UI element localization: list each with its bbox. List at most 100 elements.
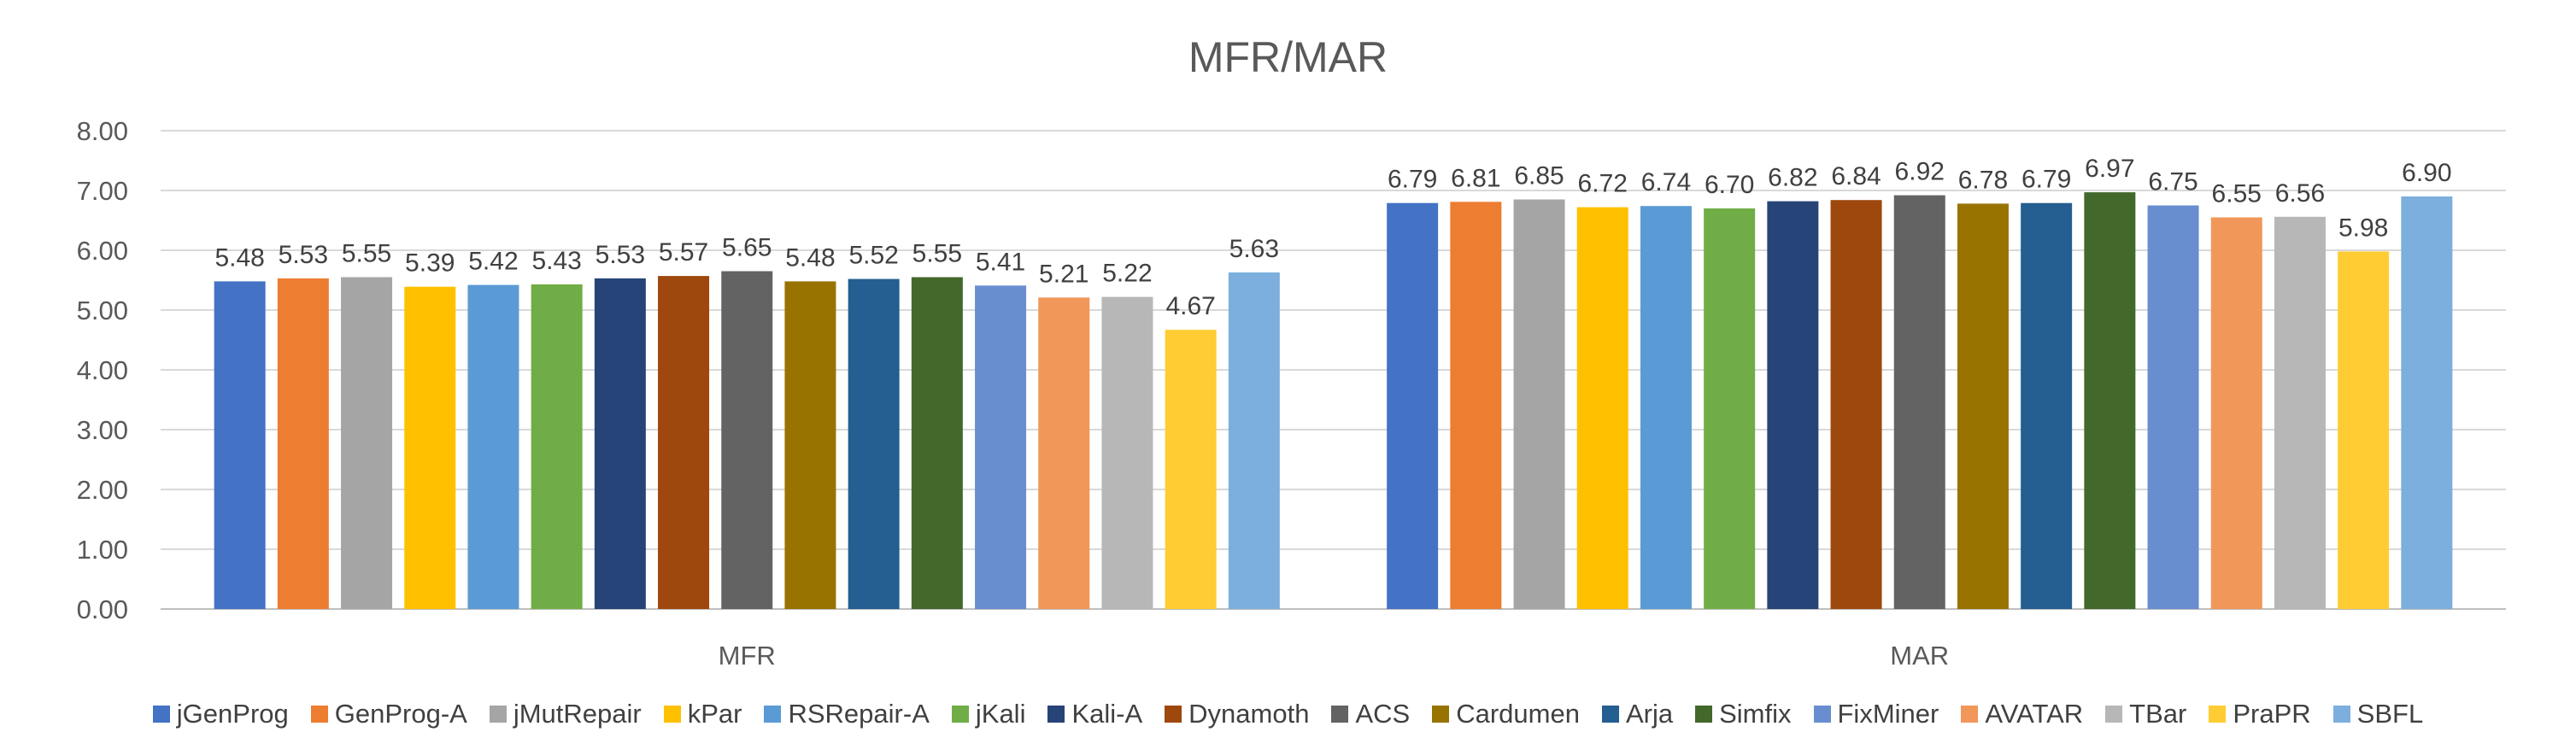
legend-swatch [764, 706, 782, 723]
legend-item: RSRepair-A [764, 699, 930, 729]
legend-label: TBar [2129, 699, 2187, 729]
bar [911, 277, 963, 609]
data-label: 6.82 [1768, 164, 1817, 192]
legend-item: GenProg-A [310, 699, 467, 729]
data-label: 5.21 [1039, 260, 1088, 288]
legend-swatch [951, 706, 969, 723]
data-label: 5.55 [342, 240, 391, 268]
data-label: 5.65 [722, 234, 772, 262]
legend-swatch [1813, 706, 1831, 723]
y-tick-label: 5.00 [77, 296, 128, 325]
legend-item: jMutRepair [489, 699, 642, 729]
legend-item: FixMiner [1813, 699, 1939, 729]
legend-swatch [2209, 706, 2227, 723]
legend-item: kPar [663, 699, 742, 729]
x-category-label: MAR [1890, 641, 1949, 671]
legend-item: ACS [1331, 699, 1410, 729]
data-label: 5.63 [1229, 235, 1279, 263]
bar [2274, 216, 2326, 610]
legend-label: Arja [1625, 699, 1674, 729]
data-label: 6.97 [2085, 155, 2134, 183]
data-label: 6.70 [1705, 171, 1754, 199]
data-label: 5.48 [214, 243, 264, 272]
data-label: 5.39 [405, 249, 455, 278]
bar [1767, 201, 1819, 609]
bar [2084, 192, 2136, 609]
legend-item: SBFL [2332, 699, 2424, 729]
bar [848, 278, 900, 609]
legend-item: Simfix [1695, 699, 1792, 729]
bar [1450, 202, 1502, 610]
legend-swatch [152, 706, 170, 723]
bar [658, 276, 710, 609]
bar [1957, 203, 2009, 609]
y-tick-label: 2.00 [77, 475, 128, 505]
y-tick-label: 1.00 [77, 535, 128, 565]
bar [1830, 200, 1882, 609]
data-label: 6.84 [1831, 162, 1881, 190]
legend-swatch [1695, 706, 1713, 723]
bar [2147, 205, 2199, 609]
data-label: 5.48 [785, 243, 835, 272]
data-label: 6.85 [1514, 162, 1564, 190]
bar [1640, 206, 1692, 609]
legend-swatch [1961, 706, 1979, 723]
bar [2210, 217, 2262, 609]
legend-label: PraPR [2233, 699, 2311, 729]
data-label: 5.22 [1102, 260, 1152, 288]
legend-label: RSRepair-A [788, 699, 930, 729]
legend-swatch [1601, 706, 1619, 723]
chart-title: MFR/MAR [1188, 33, 1388, 81]
bar [277, 278, 329, 609]
data-label: 6.55 [2212, 180, 2262, 208]
legend-item: PraPR [2209, 699, 2311, 729]
legend-label: Kali-A [1071, 699, 1143, 729]
bar [1893, 195, 1945, 609]
legend-label: FixMiner [1837, 699, 1939, 729]
legend-label: GenProg-A [334, 699, 467, 729]
bar [341, 277, 393, 609]
legend-swatch [310, 706, 328, 723]
data-label: 6.72 [1578, 170, 1628, 198]
data-label: 5.42 [468, 248, 518, 276]
plot-area: 0.00 1.00 2.00 3.00 4.00 5.00 6.00 7.00 8.00 5.48… [77, 116, 2506, 671]
bar [404, 286, 456, 609]
legend-label: jMutRepair [513, 699, 642, 729]
data-label: 5.53 [596, 241, 645, 269]
legend-label: AVATAR [1985, 699, 2084, 729]
data-label: 5.43 [531, 247, 581, 275]
bar [1704, 208, 1756, 609]
data-label: 5.53 [279, 241, 328, 269]
bar [214, 281, 266, 609]
bar [594, 278, 646, 609]
legend-label: SBFL [2356, 699, 2424, 729]
legend-swatch [489, 706, 507, 723]
legend-swatch [1432, 706, 1450, 723]
data-label: 6.56 [2275, 179, 2325, 208]
legend-item: Cardumen [1432, 699, 1580, 729]
bar [1513, 199, 1565, 609]
data-label: 5.52 [848, 242, 898, 270]
y-tick-label: 3.00 [77, 415, 128, 445]
y-tick-label: 6.00 [77, 236, 128, 266]
data-label: 6.74 [1641, 168, 1691, 196]
bar [1228, 272, 1280, 609]
legend-item: Dynamoth [1165, 699, 1309, 729]
legend: jGenProg GenProg-A jMutRepair kPar RSRepair-… [0, 699, 2576, 729]
bar [531, 284, 583, 609]
legend-item: jKali [951, 699, 1025, 729]
data-label: 4.67 [1165, 292, 1215, 320]
bar [975, 285, 1027, 609]
legend-label: Dynamoth [1188, 699, 1310, 729]
bar [1101, 296, 1153, 609]
data-label: 6.81 [1451, 164, 1500, 192]
legend-item: AVATAR [1961, 699, 2083, 729]
data-label: 6.92 [1895, 158, 1945, 186]
legend-swatch [1331, 706, 1349, 723]
bar [1165, 330, 1217, 609]
legend-label: Simfix [1719, 699, 1792, 729]
data-label: 6.78 [1958, 166, 2008, 194]
data-label: 5.98 [2338, 214, 2388, 242]
data-label: 5.41 [976, 248, 1025, 276]
